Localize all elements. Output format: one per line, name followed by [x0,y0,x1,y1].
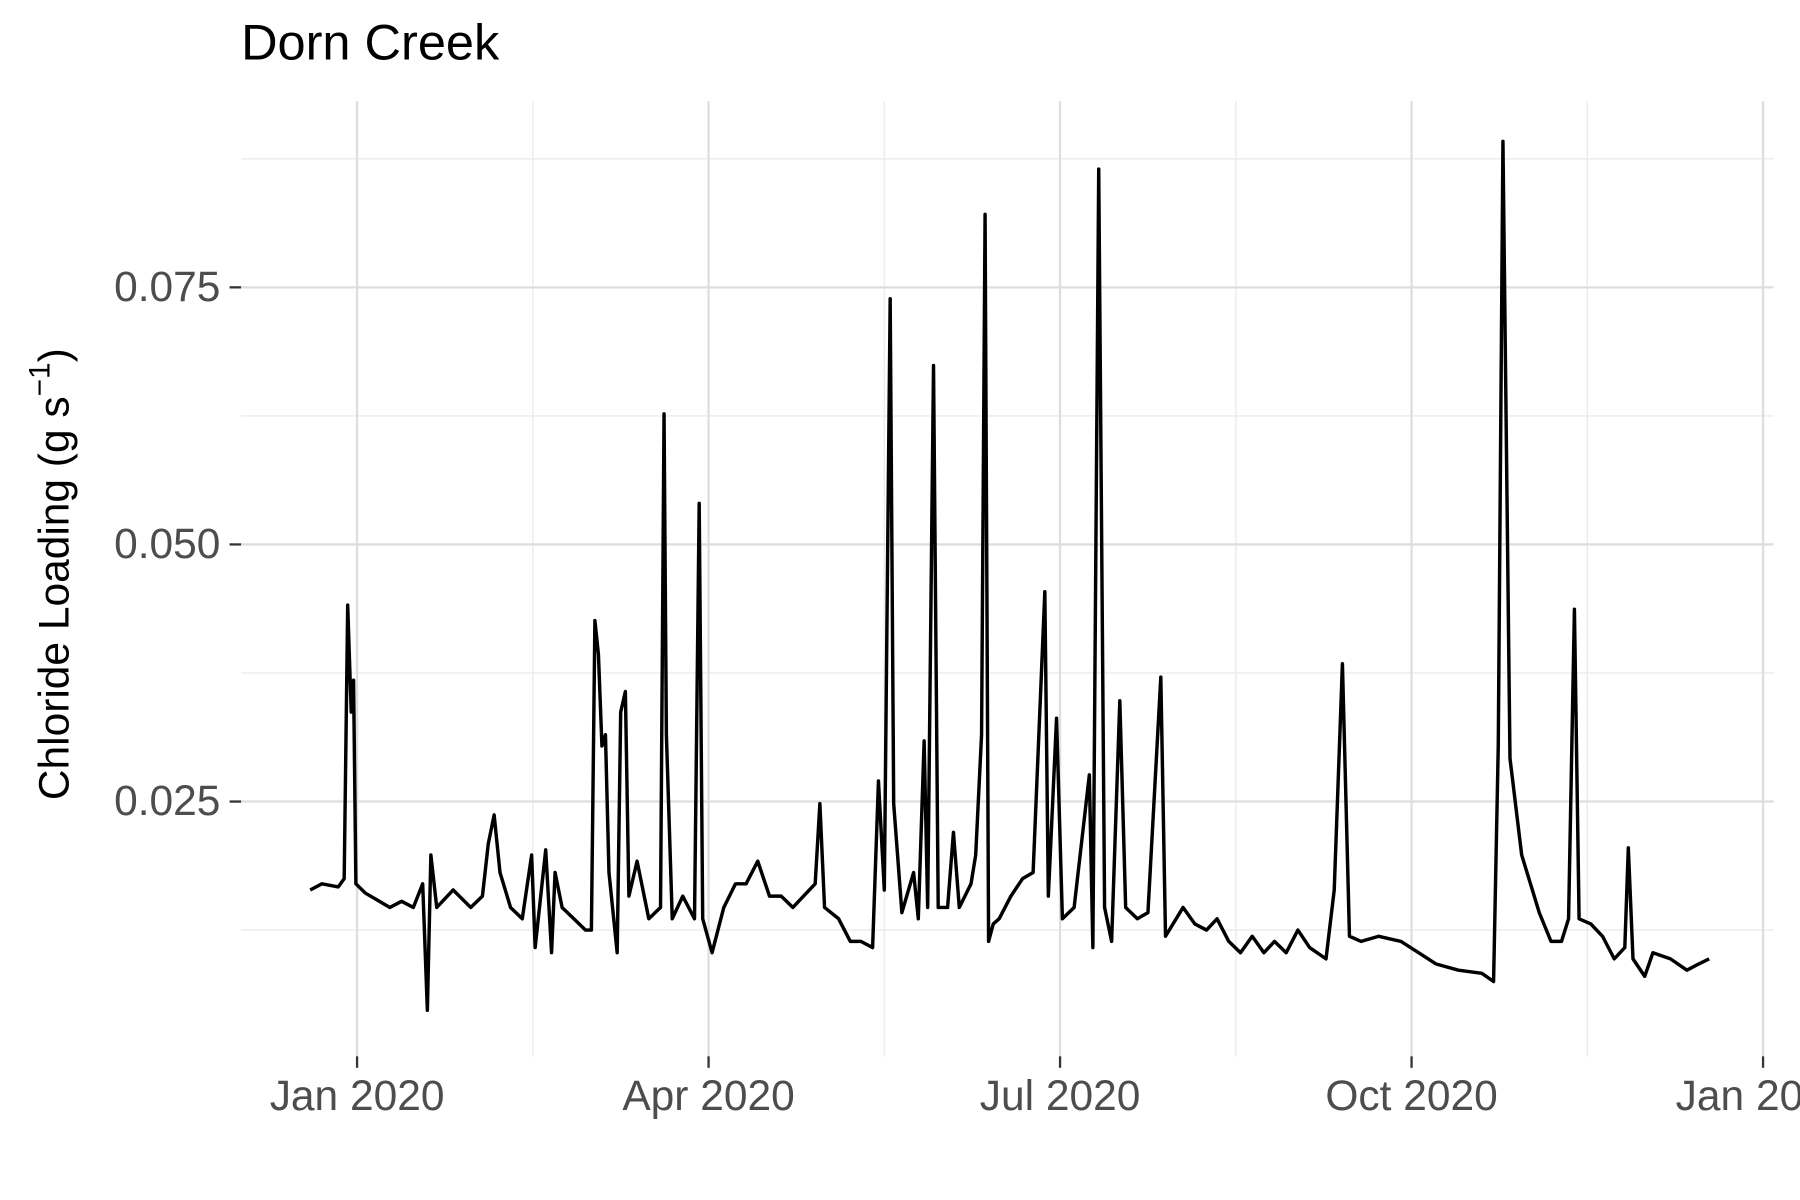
y-axis-title-end: ) [31,348,78,362]
x-tick-label: Jan 2020 [270,1072,445,1119]
y-tick-label: 0.025 [114,777,220,824]
y-tick-label: 0.075 [114,263,220,310]
y-tick-label: 0.050 [114,520,220,567]
chart-title: Dorn Creek [241,13,500,70]
x-tick-label: Jul 2020 [980,1072,1141,1119]
y-axis-title-main: Chloride Loading (g s [31,396,78,800]
x-tick-label: Jan 2021 [1676,1072,1800,1119]
data-line [309,139,1710,1013]
x-tick-label: Oct 2020 [1325,1072,1497,1119]
y-axis-title: Chloride Loading (g s−1) [23,348,77,800]
y-axis-title-sup: −1 [23,362,56,396]
x-tick-label: Apr 2020 [622,1072,794,1119]
